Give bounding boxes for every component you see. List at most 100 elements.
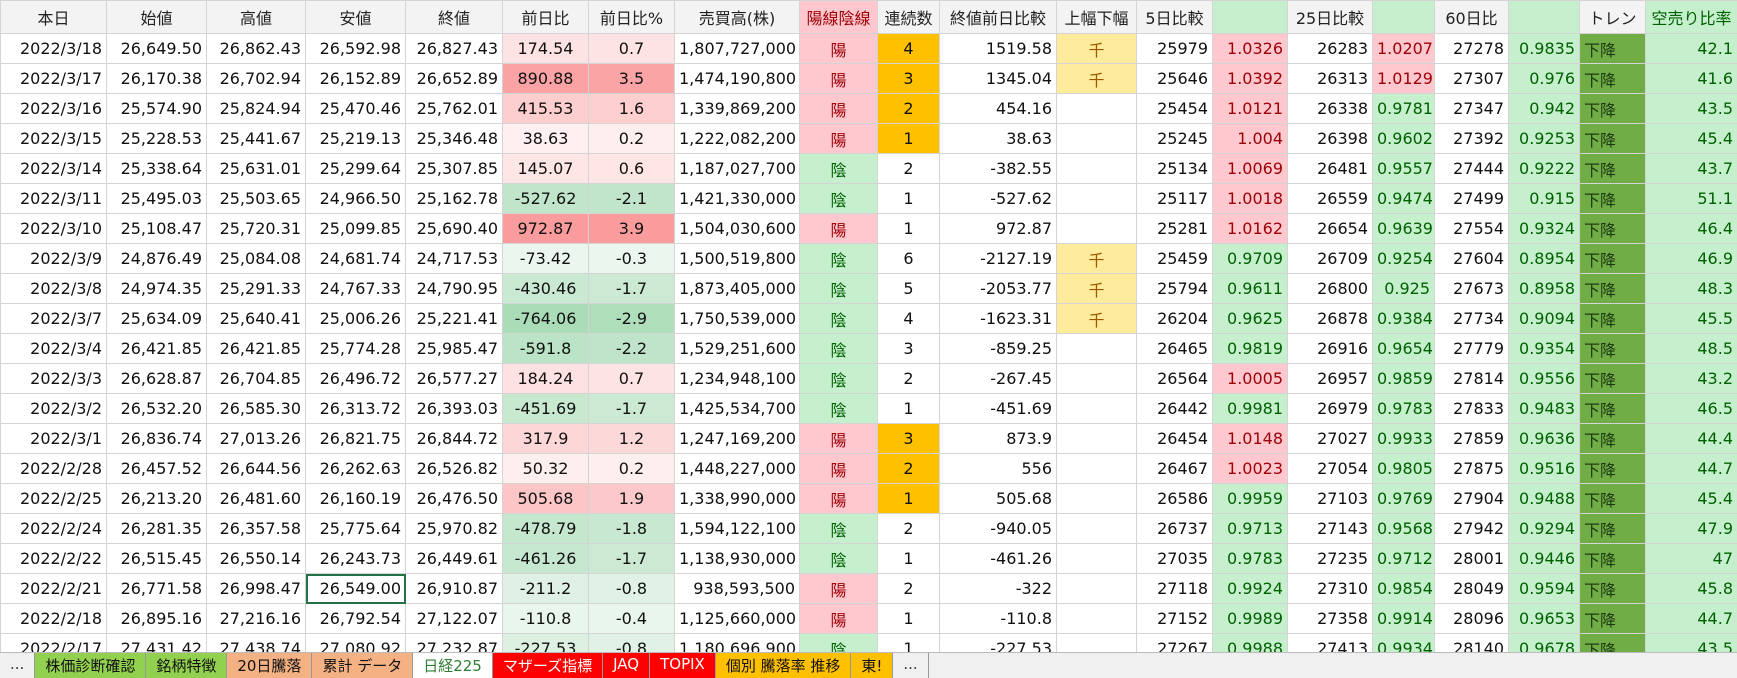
cell: 0.9568 <box>1373 514 1435 544</box>
sheet-tab[interactable]: JAQ <box>603 653 650 678</box>
cell: 1 <box>878 124 940 154</box>
sheet-tab[interactable]: 株価診断確認 <box>35 653 146 678</box>
cell: 41.6 <box>1646 64 1737 94</box>
cell: 25,762.01 <box>406 94 503 124</box>
cell: -0.8 <box>589 574 675 604</box>
sheet-tab[interactable]: マザーズ指標 <box>493 653 603 678</box>
cell: 38.63 <box>940 124 1057 154</box>
cell: 0.8958 <box>1509 274 1580 304</box>
cell: 1.0129 <box>1373 64 1435 94</box>
cell: -1.8 <box>589 514 675 544</box>
cell: 0.9488 <box>1509 484 1580 514</box>
cell: -0.8 <box>589 634 675 653</box>
cell: 28001 <box>1435 544 1509 574</box>
cell <box>1057 574 1137 604</box>
cell: 陰 <box>800 514 878 544</box>
cell: 26,844.72 <box>406 424 503 454</box>
cell: 43.5 <box>1646 94 1737 124</box>
cell: 25,470.46 <box>306 94 406 124</box>
cell: 0.9769 <box>1373 484 1435 514</box>
cell <box>1057 604 1137 634</box>
cell: 27499 <box>1435 184 1509 214</box>
cell <box>1057 154 1137 184</box>
cell: 0.9819 <box>1213 334 1288 364</box>
cell: 下降 <box>1580 364 1646 394</box>
cell: 0.9924 <box>1213 574 1288 604</box>
cell: 2022/3/17 <box>1 64 107 94</box>
cell: 26,704.85 <box>207 364 306 394</box>
cell <box>1057 484 1137 514</box>
cell: 0.9654 <box>1373 334 1435 364</box>
cell: 0.9094 <box>1509 304 1580 334</box>
cell: 下降 <box>1580 454 1646 484</box>
sheet-tab[interactable]: TOPIX <box>650 653 716 678</box>
cell: 27,431.42 <box>107 634 207 653</box>
cell: 27143 <box>1288 514 1373 544</box>
cell <box>1057 424 1137 454</box>
cell: 陽 <box>800 94 878 124</box>
cell: 4 <box>878 34 940 64</box>
cell: 1 <box>878 634 940 653</box>
cell: 26,585.30 <box>207 394 306 424</box>
cell: 505.68 <box>503 484 589 514</box>
cell: 25459 <box>1137 244 1213 274</box>
cell: 43.2 <box>1646 364 1737 394</box>
cell: 26398 <box>1288 124 1373 154</box>
cell: 陽 <box>800 124 878 154</box>
cell: 6 <box>878 244 940 274</box>
cell: 0.9254 <box>1373 244 1435 274</box>
cell: 1,125,660,000 <box>675 604 800 634</box>
sheet-tab[interactable]: 日経225 <box>413 653 493 678</box>
sheet-tab[interactable]: ... <box>0 653 35 678</box>
cell: 556 <box>940 454 1057 484</box>
sheet-tab[interactable]: 累計 データ <box>312 653 413 678</box>
cell: 0.7 <box>589 364 675 394</box>
cell: 陰 <box>800 244 878 274</box>
cell: -591.8 <box>503 334 589 364</box>
cell: 下降 <box>1580 604 1646 634</box>
cell: 26,821.75 <box>306 424 406 454</box>
column-header: トレン <box>1580 1 1646 34</box>
cell: -527.62 <box>940 184 1057 214</box>
cell: -2.1 <box>589 184 675 214</box>
cell: 890.88 <box>503 64 589 94</box>
cell: -461.26 <box>503 544 589 574</box>
cell: 0.9914 <box>1373 604 1435 634</box>
cell: 25,640.41 <box>207 304 306 334</box>
sheet-tab[interactable]: 個別 騰落率 推移 <box>716 653 852 678</box>
cell: 陰 <box>800 544 878 574</box>
cell: 27392 <box>1435 124 1509 154</box>
sheet-tab[interactable]: 銘柄特徴 <box>146 653 227 678</box>
cell: 千 <box>1057 304 1137 334</box>
cell: 317.9 <box>503 424 589 454</box>
cell: 1,187,027,700 <box>675 154 800 184</box>
column-header: 25日比較 <box>1288 1 1373 34</box>
cell: -0.4 <box>589 604 675 634</box>
cell: -461.26 <box>940 544 1057 574</box>
cell: 下降 <box>1580 34 1646 64</box>
cell: 0.9989 <box>1213 604 1288 634</box>
cell: 25134 <box>1137 154 1213 184</box>
cell: 27358 <box>1288 604 1373 634</box>
cell: 25,338.64 <box>107 154 207 184</box>
cell: 27307 <box>1435 64 1509 94</box>
sheet-tab[interactable]: 東! <box>851 653 893 678</box>
sheet-tab[interactable]: ... <box>893 653 928 678</box>
cell: 1 <box>878 184 940 214</box>
cell: 26,476.50 <box>406 484 503 514</box>
cell: 2022/2/18 <box>1 604 107 634</box>
cell: 25646 <box>1137 64 1213 94</box>
sheet-tab[interactable]: 20日騰落 <box>227 653 312 678</box>
cell: 28096 <box>1435 604 1509 634</box>
cell: 25794 <box>1137 274 1213 304</box>
cell: 26,577.27 <box>406 364 503 394</box>
cell: 2022/2/21 <box>1 574 107 604</box>
cell <box>1057 634 1137 653</box>
column-header <box>1509 1 1580 34</box>
cell: 2022/3/4 <box>1 334 107 364</box>
cell: 0.8954 <box>1509 244 1580 274</box>
